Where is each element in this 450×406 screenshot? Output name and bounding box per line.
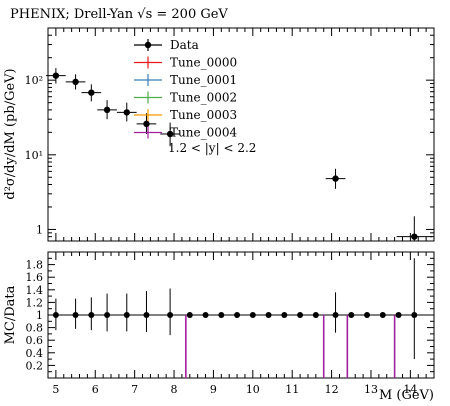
- ratio-marker: [52, 312, 59, 318]
- ratio-marker: [218, 312, 225, 318]
- data-point: [46, 68, 66, 84]
- ratio-y-ticks: 0.20.40.60.811.21.41.61.8: [26, 257, 434, 372]
- x-tick-label: 8: [171, 383, 178, 396]
- ratio-marker: [143, 312, 150, 318]
- x-tick-label: 13: [364, 383, 378, 396]
- data-marker: [52, 72, 60, 79]
- ratio-y-tick-label: 0.2: [26, 359, 44, 372]
- data-point: [160, 122, 180, 147]
- ratio-marker: [72, 312, 79, 318]
- ratio-panel: 0.20.40.60.811.21.41.61.8 5 6 7 8 9 10 11 12 13 1…: [3, 251, 435, 403]
- rapidity-annotation: 1.2 < |y| < 2.2: [168, 141, 256, 155]
- legend-entry: Data: [134, 38, 199, 52]
- legend-label: Tune_0003: [170, 108, 237, 122]
- ratio-y-tick-label: 1.2: [26, 296, 44, 309]
- data-marker: [332, 175, 339, 182]
- legend-label: Tune_0000: [170, 56, 237, 70]
- ratio-marker: [249, 312, 256, 318]
- ratio-marker: [348, 312, 355, 318]
- x-axis-label: M (GeV): [379, 388, 434, 403]
- ratio-marker: [364, 312, 371, 318]
- legend-entry: Tune_0003: [134, 108, 237, 122]
- ratio-marker: [312, 312, 319, 318]
- data-marker: [411, 233, 418, 240]
- main-panel-frame: [47, 27, 435, 242]
- x-tick-label: 14: [403, 383, 417, 396]
- legend-entry: Tune_0001: [134, 73, 237, 87]
- ratio-y-tick-label: 1: [36, 309, 43, 322]
- legend-marker: [144, 41, 152, 49]
- main-y-axis-label: d²σ/dy/dM (pb/GeV): [3, 68, 18, 199]
- ratio-marker: [395, 312, 402, 318]
- chart-title: PHENIX; Drell-Yan √s = 200 GeV: [10, 7, 228, 22]
- x-tick-label: 5: [52, 383, 59, 396]
- data-marker: [123, 109, 130, 116]
- x-tick-label: 7: [131, 383, 138, 396]
- ratio-marker: [265, 312, 272, 318]
- ratio-marker: [379, 312, 386, 318]
- ratio-marker: [167, 312, 174, 318]
- ratio-y-tick-label: 1.8: [26, 259, 44, 272]
- data-point: [65, 74, 86, 90]
- data-point: [116, 102, 137, 122]
- ratio-marker: [88, 312, 95, 318]
- ratio-marker: [186, 312, 193, 318]
- ratio-x-ticks: 5 6 7 8 9 10 11 12 13 14: [52, 252, 427, 396]
- ratio-y-tick-label: 0.6: [26, 334, 44, 347]
- ratio-marker: [297, 312, 304, 318]
- legend-entry: Tune_0004: [134, 126, 237, 140]
- x-tick-label: 12: [325, 383, 339, 396]
- ratio-y-tick-label: 0.4: [26, 347, 44, 360]
- ratio-points: [48, 258, 434, 360]
- ratio-marker: [332, 312, 339, 318]
- ratio-marker: [202, 312, 209, 318]
- tune-ratio-spikes: [185, 315, 396, 378]
- ratio-y-axis-label: MC/Data: [3, 285, 18, 344]
- legend-label: Tune_0001: [170, 73, 237, 87]
- x-tick-label: 9: [210, 383, 217, 396]
- ratio-marker: [234, 312, 241, 318]
- main-y-tick-label: 10²: [25, 74, 43, 87]
- main-y-ticks: 10² 10¹ 1: [25, 34, 434, 242]
- legend: Data Tune_0000 Tune_0001 Tune_0002 Tune_0003…: [134, 38, 237, 140]
- x-tick-label: 10: [246, 383, 260, 396]
- data-point: [325, 168, 346, 189]
- ratio-y-tick-label: 1.6: [26, 271, 44, 284]
- main-x-ticks: [55, 28, 427, 241]
- main-y-tick-label: 1: [36, 223, 43, 236]
- ratio-marker: [104, 312, 111, 318]
- x-tick-label: 11: [285, 383, 299, 396]
- data-marker: [103, 106, 111, 114]
- data-marker: [143, 120, 150, 128]
- legend-entry: Tune_0002: [134, 91, 237, 105]
- legend-label: Tune_0002: [170, 91, 237, 105]
- data-point: [97, 100, 117, 120]
- ratio-y-tick-label: 0.8: [26, 322, 44, 335]
- data-marker: [88, 89, 95, 96]
- data-marker: [72, 78, 79, 86]
- data-point: [81, 84, 102, 102]
- main-data-points: [46, 68, 433, 241]
- ratio-marker: [281, 312, 288, 318]
- main-panel: 10² 10¹ 1 Data Tune_0000 Tune_0001 Tune_0002 T…: [3, 27, 435, 242]
- ratio-marker: [123, 312, 130, 318]
- data-point: [136, 113, 157, 134]
- ratio-y-tick-label: 1.4: [26, 284, 44, 297]
- x-tick-label: 6: [92, 383, 99, 396]
- legend-entry: Tune_0000: [134, 56, 237, 70]
- data-point: [396, 216, 433, 241]
- data-marker: [166, 130, 174, 138]
- legend-label: Data: [170, 38, 199, 52]
- ratio-marker: [411, 312, 418, 318]
- main-y-tick-label: 10¹: [25, 149, 43, 162]
- legend-label: Tune_0004: [170, 126, 237, 140]
